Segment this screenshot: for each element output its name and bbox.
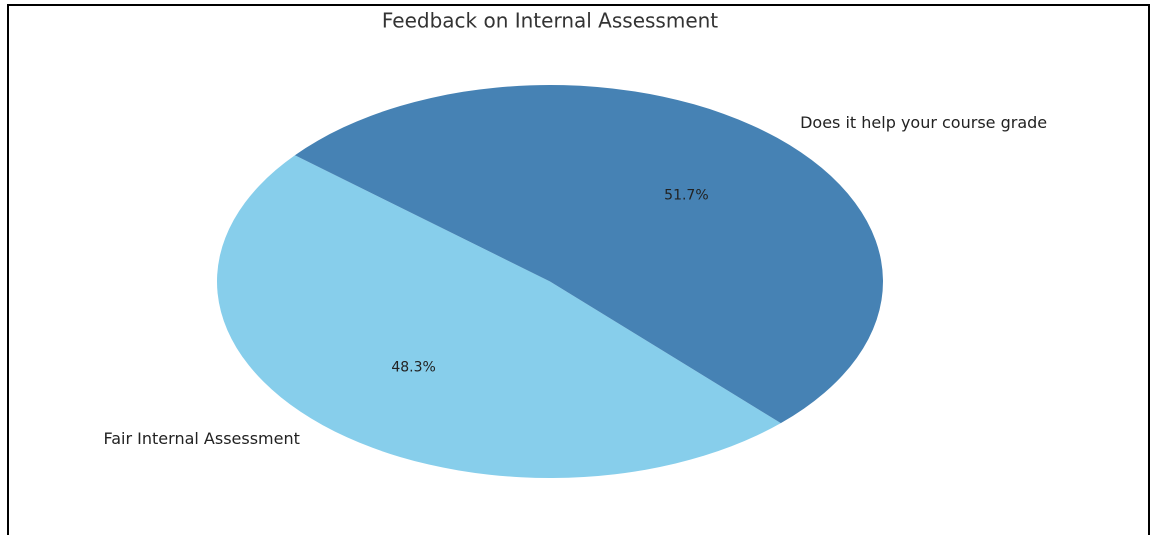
percent-label: 51.7% [664,187,708,203]
pie-slice [217,155,781,478]
slice-label: Does it help your course grade [800,113,1047,132]
chart-title: Feedback on Internal Assessment [382,9,718,33]
pie-slice [294,84,884,424]
frame [7,4,1150,539]
slice-label: Fair Internal Assessment [104,429,300,448]
percent-label: 48.3% [391,360,435,376]
